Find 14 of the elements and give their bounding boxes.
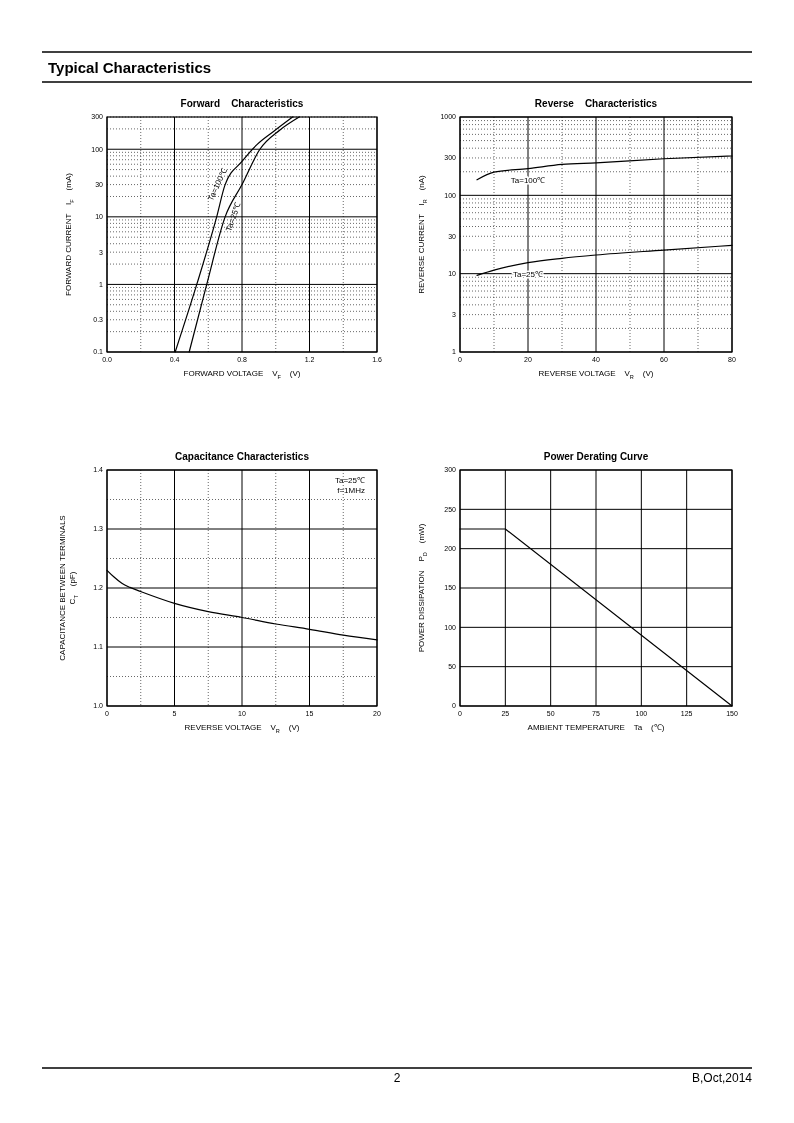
series-label: Ta=100℃	[510, 175, 546, 185]
chart-title: Reverse Characteristics	[534, 98, 658, 109]
text: REVERSE VOLTAGE V$_{R}$ (V)	[184, 723, 300, 734]
annotation: Ta=25℃	[334, 476, 365, 485]
text: REVERSE VOLTAGE V$_{R}$ (V)	[538, 369, 654, 380]
text: FORWARD VOLTAGE V$_{F}$ (V)	[183, 369, 301, 380]
x-axis-title: AMBIENT TEMPERATURE Ta (℃)	[527, 723, 665, 732]
text: Typical Characteristics	[48, 59, 212, 76]
annotation: f=1MHz	[337, 486, 365, 495]
text: 2	[393, 1071, 401, 1085]
chart-title: Capacitance Characteristics	[175, 451, 310, 462]
text: B,Oct,2014	[691, 1071, 753, 1085]
chart-title: Power Derating Curve	[543, 451, 649, 462]
chart-title: Forward Characteristics	[180, 98, 304, 109]
